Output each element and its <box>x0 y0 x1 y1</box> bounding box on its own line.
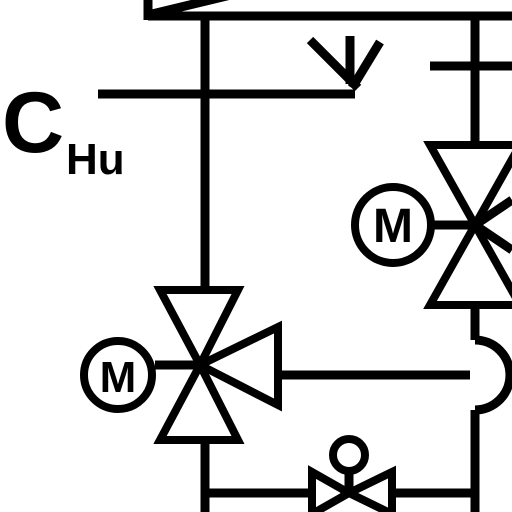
manual-valve-icon <box>308 435 396 512</box>
three-way-valve-icon <box>153 286 282 444</box>
flow-arrow-icon <box>306 36 384 92</box>
top-pipe <box>143 0 512 21</box>
label-main: C <box>2 75 64 171</box>
motor-label-lower: M <box>100 353 137 402</box>
motor-label-upper: M <box>373 200 413 253</box>
motor-actuator-icon: M <box>351 183 435 267</box>
right-pipe <box>430 16 512 512</box>
motor-actuator-icon: M <box>80 337 156 413</box>
three-way-valve-icon <box>423 141 512 309</box>
left-pipe <box>98 16 355 512</box>
label-sub: Hu <box>66 135 125 184</box>
